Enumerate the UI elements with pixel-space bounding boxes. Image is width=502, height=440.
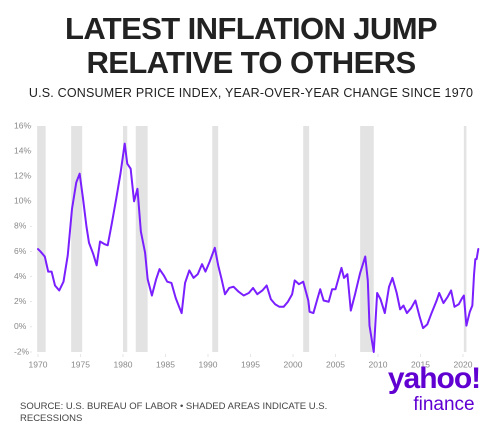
x-tick-label: 2015 (411, 359, 430, 369)
x-tick-label: 1990 (199, 359, 218, 369)
x-tick-label: 1995 (241, 359, 260, 369)
x-tick-label: 1985 (156, 359, 175, 369)
x-tick-label: 1970 (29, 359, 48, 369)
recession-band (212, 126, 219, 352)
y-tick-label: 14% (14, 145, 31, 155)
recession-band (71, 126, 83, 352)
y-tick-label: -2% (14, 346, 30, 356)
y-tick-label: 16% (14, 120, 31, 130)
x-tick-label: 2000 (284, 359, 303, 369)
y-tick-label: 0% (14, 321, 27, 331)
recession-band (360, 126, 374, 352)
logo: yahoo! finance (378, 362, 490, 414)
x-tick-label: 2020 (454, 359, 473, 369)
y-tick-label: 8% (14, 221, 27, 231)
x-tick-label: 1980 (114, 359, 133, 369)
y-tick-label: 10% (14, 196, 31, 206)
source-note: SOURCE: U.S. BUREAU OF LABOR • SHADED AR… (20, 401, 328, 424)
x-tick-label: 2010 (369, 359, 388, 369)
chart-title: LATEST INFLATION JUMP RELATIVE TO OTHERS (64, 11, 438, 80)
y-tick-label: 4% (14, 271, 27, 281)
y-tick-label: 12% (14, 170, 31, 180)
cpi-line (37, 142, 480, 353)
recession-band (123, 126, 128, 352)
recession-band (303, 126, 310, 352)
x-tick-label: 2005 (326, 359, 345, 369)
logo-brand: yahoo! (387, 362, 481, 395)
y-tick-label: 6% (14, 246, 27, 256)
chart-subtitle: U.S. CONSUMER PRICE INDEX, YEAR-OVER-YEA… (28, 86, 474, 100)
recession-band (463, 126, 467, 352)
logo-sub: finance (413, 394, 475, 415)
x-tick-label: 1975 (71, 359, 90, 369)
y-tick-label: 2% (14, 296, 27, 306)
recession-band (37, 126, 46, 352)
